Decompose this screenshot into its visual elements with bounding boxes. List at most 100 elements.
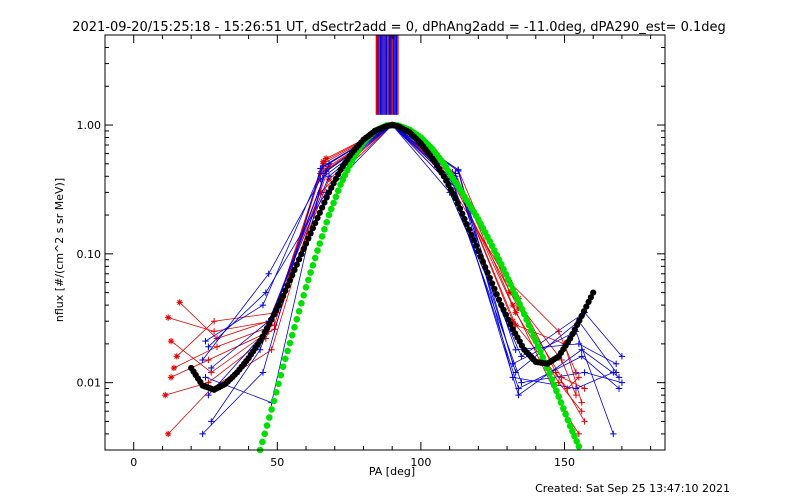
plus-marker — [518, 379, 525, 386]
fit-point — [316, 209, 323, 216]
fit-point — [511, 291, 519, 298]
fit-point — [289, 272, 296, 279]
fit-point — [270, 311, 277, 318]
asterisk-marker — [509, 301, 516, 309]
fit-point — [489, 280, 496, 287]
fit-point — [277, 297, 284, 304]
plus-marker — [555, 328, 562, 335]
fit-point — [307, 230, 314, 237]
black-fit-curve — [188, 121, 597, 393]
fit-point — [295, 308, 303, 315]
fit-point — [493, 291, 500, 298]
fit-point — [452, 195, 459, 202]
fit-point — [270, 397, 278, 405]
fit-point — [330, 199, 337, 207]
fit-point — [578, 312, 585, 319]
red-series — [164, 121, 585, 438]
x-tick-label: 50 — [270, 456, 284, 469]
fit-point — [504, 276, 512, 283]
fit-point — [321, 199, 328, 206]
fit-point — [507, 281, 514, 288]
chart-title: 2021-09-20/15:25:18 - 15:26:51 UT, dSect… — [72, 20, 726, 35]
plus-marker — [610, 430, 617, 438]
plus-marker — [572, 385, 580, 392]
fit-point — [319, 204, 326, 211]
fit-point — [518, 305, 526, 313]
blue-series — [208, 121, 626, 425]
fit-point — [302, 284, 310, 291]
fit-point — [484, 269, 491, 276]
fit-point — [527, 327, 535, 334]
fit-point — [486, 274, 493, 281]
asterisk-marker — [512, 321, 519, 329]
fit-point — [288, 331, 296, 339]
red-series — [164, 121, 583, 438]
plus-marker — [317, 165, 324, 172]
fit-point — [307, 269, 314, 276]
asterisk-marker — [167, 374, 175, 381]
fit-point — [502, 311, 509, 318]
created-timestamp: Created: Sat Sep 25 13:47:10 2021 — [535, 482, 730, 495]
fit-point — [495, 296, 503, 303]
plus-marker — [259, 369, 267, 376]
plus-marker — [202, 337, 209, 345]
fit-point — [261, 430, 269, 438]
fit-point — [279, 363, 287, 371]
series-line — [208, 124, 620, 390]
fit-point — [548, 376, 556, 383]
fit-point — [332, 193, 340, 201]
asterisk-marker — [164, 430, 172, 438]
plus-marker — [578, 353, 585, 360]
plot-frame — [104, 34, 666, 451]
fit-point — [500, 266, 507, 273]
plus-marker — [575, 340, 583, 348]
plus-marker — [325, 173, 333, 180]
plus-marker — [618, 353, 626, 360]
fit-point — [259, 438, 266, 446]
fit-point — [328, 205, 335, 213]
fit-point — [298, 300, 305, 307]
plus-marker — [202, 374, 209, 381]
x-axis-label: PA [deg] — [369, 465, 415, 478]
fit-point — [569, 427, 576, 435]
plus-marker — [558, 374, 565, 381]
fit-point — [268, 406, 275, 413]
plus-marker — [558, 356, 565, 364]
plus-marker — [205, 356, 212, 364]
asterisk-marker — [167, 337, 175, 345]
fit-point — [305, 276, 312, 284]
fit-point — [472, 242, 480, 249]
plus-marker — [581, 385, 588, 392]
fit-point — [505, 316, 512, 323]
fit-point — [263, 422, 271, 429]
plus-marker — [210, 317, 218, 325]
plus-marker — [210, 328, 218, 335]
fit-point — [498, 261, 505, 268]
plus-marker — [262, 289, 270, 296]
fit-point — [291, 266, 298, 273]
fit-point — [316, 240, 324, 247]
fit-point — [468, 231, 475, 238]
fit-point — [583, 303, 590, 310]
plus-marker — [455, 167, 462, 175]
fit-point — [580, 308, 588, 315]
fit-point — [305, 235, 312, 242]
series-line — [202, 124, 614, 435]
fit-point — [266, 414, 273, 421]
fit-point — [277, 371, 285, 379]
series-line — [173, 124, 577, 396]
y-tick-label: 0.01 — [77, 377, 102, 390]
fit-point — [491, 285, 498, 292]
fit-point — [332, 175, 339, 182]
plus-marker — [575, 374, 583, 381]
plus-marker — [325, 160, 333, 168]
plus-marker — [555, 379, 562, 386]
fit-point — [459, 210, 466, 217]
asterisk-marker — [509, 317, 516, 325]
fit-point — [466, 226, 473, 233]
axes-group: 0 50 100 150 0.01 0.10 1.00 — [77, 34, 665, 469]
asterisk-marker — [512, 309, 519, 316]
fit-point — [284, 282, 291, 289]
fit-point — [587, 294, 595, 301]
